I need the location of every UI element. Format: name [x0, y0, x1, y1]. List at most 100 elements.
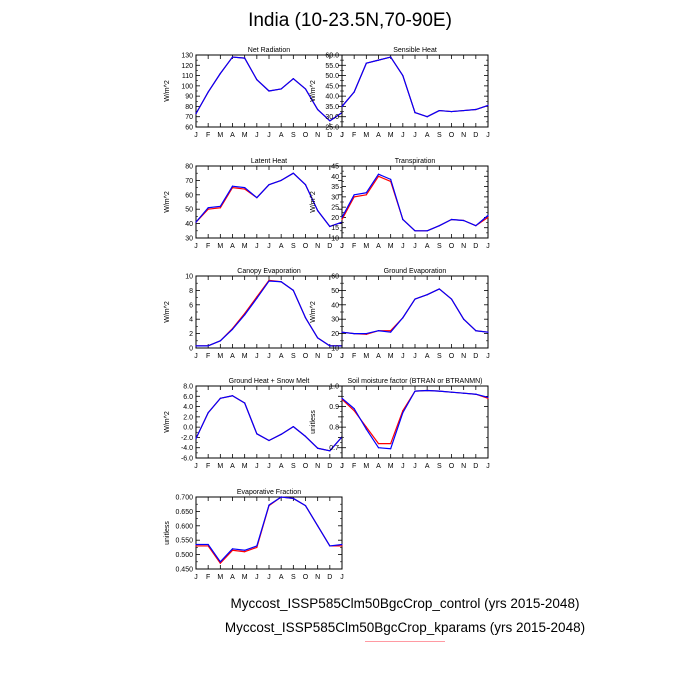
- y-axis-label: W/m^2: [164, 411, 171, 433]
- y-tick-label: 70: [185, 114, 193, 121]
- chart-title: Soil moisture factor (BTRAN or BTRANMN): [348, 378, 483, 385]
- x-tick-label: N: [315, 353, 320, 360]
- data-point-control: [341, 545, 343, 547]
- y-tick-label: 25: [331, 205, 339, 212]
- data-point-kparams: [426, 389, 428, 392]
- chart-panel-1: Sensible Heat W/m^2 25.0 30.0 35.0 40.0 45.0 50…: [310, 47, 490, 139]
- y-tick-label: 0.500: [175, 552, 193, 559]
- data-point-kparams: [365, 192, 367, 194]
- chart-title: Sensible Heat: [393, 47, 437, 54]
- y-tick-label: 4.0: [183, 404, 193, 411]
- chart-title: Canopy Evaporation: [237, 268, 301, 275]
- y-axis-label: W/m^2: [310, 191, 317, 213]
- x-tick-label: O: [303, 574, 309, 581]
- plot-frame: [341, 165, 489, 239]
- data-point-kparams: [487, 396, 489, 398]
- x-tick-label: A: [230, 463, 235, 470]
- y-tick-label: 10: [185, 274, 193, 281]
- data-point-kparams: [219, 397, 221, 399]
- data-point-kparams: [438, 225, 440, 227]
- legend-entry-kparams: Myccost_ISSP585Clm50BgcCrop_kparams (yrs…: [224, 620, 586, 635]
- x-tick-label: S: [291, 574, 296, 581]
- x-tick-label: N: [315, 574, 320, 581]
- x-tick-label: O: [303, 463, 309, 470]
- x-tick-label: A: [279, 132, 284, 139]
- y-tick-label: 0.8: [329, 425, 339, 432]
- x-tick-label: A: [425, 132, 430, 139]
- plot-frame: [341, 385, 489, 459]
- x-tick-label: S: [437, 243, 442, 250]
- data-point-kparams: [292, 497, 294, 500]
- data-point-kparams: [195, 543, 197, 546]
- series-line-kparams: [341, 56, 489, 118]
- y-axis-label: W/m^2: [164, 80, 171, 102]
- y-tick-label: 60.0: [325, 53, 339, 60]
- y-tick-label: 35: [331, 184, 339, 191]
- y-tick-label: -4.0: [181, 445, 193, 452]
- x-tick-label: J: [486, 132, 490, 139]
- data-point-kparams: [341, 331, 343, 333]
- x-tick-label: J: [340, 353, 344, 360]
- data-point-kparams: [207, 412, 209, 414]
- chart-title: Latent Heat: [251, 158, 287, 165]
- series-line-kparams: [195, 172, 343, 228]
- x-tick-label: M: [217, 243, 223, 250]
- y-tick-label: 0.7: [329, 445, 339, 452]
- y-axis-label: unitless: [310, 410, 317, 434]
- data-point-kparams: [414, 230, 416, 232]
- x-tick-label: J: [267, 243, 271, 250]
- data-point-control: [377, 443, 380, 445]
- x-tick-label: N: [315, 132, 320, 139]
- x-tick-label: F: [206, 463, 210, 470]
- x-tick-label: M: [217, 353, 223, 360]
- data-point-kparams: [414, 298, 416, 300]
- data-point-kparams: [304, 184, 307, 186]
- data-point-kparams: [219, 205, 221, 207]
- x-tick-label: J: [486, 353, 490, 360]
- x-tick-label: D: [473, 243, 478, 250]
- y-tick-label: 15: [331, 225, 339, 232]
- x-tick-label: N: [461, 132, 466, 139]
- data-point-control: [256, 546, 258, 549]
- data-point-kparams: [365, 333, 367, 335]
- x-tick-label: J: [401, 463, 405, 470]
- data-point-kparams: [304, 435, 307, 437]
- data-point-control: [365, 194, 367, 196]
- y-tick-label: 60: [185, 125, 193, 132]
- x-tick-label: J: [194, 132, 198, 139]
- data-point-kparams: [231, 328, 234, 330]
- data-point-kparams: [256, 79, 258, 81]
- x-tick-label: J: [413, 243, 417, 250]
- data-point-kparams: [280, 496, 282, 498]
- data-point-kparams: [256, 433, 258, 435]
- x-tick-label: J: [340, 243, 344, 250]
- data-point-kparams: [377, 330, 380, 332]
- chart-title: Ground Evaporation: [384, 268, 447, 275]
- x-tick-label: J: [401, 243, 405, 250]
- chart-title: Evaporative Fraction: [237, 489, 301, 496]
- x-tick-label: A: [279, 463, 284, 470]
- y-tick-label: 40: [331, 302, 339, 309]
- data-point-kparams: [268, 184, 270, 186]
- data-point-kparams: [317, 447, 319, 449]
- x-tick-label: N: [461, 243, 466, 250]
- data-point-control: [341, 218, 343, 221]
- x-tick-label: S: [291, 353, 296, 360]
- data-point-kparams: [268, 439, 270, 442]
- series-line-kparams: [341, 173, 489, 232]
- x-tick-label: J: [401, 353, 405, 360]
- y-tick-label: 40: [331, 174, 339, 181]
- x-tick-label: J: [194, 353, 198, 360]
- data-point-kparams: [231, 395, 234, 397]
- page-title: India (10-23.5N,70-90E): [248, 10, 452, 31]
- x-tick-label: A: [425, 463, 430, 470]
- x-tick-label: M: [242, 353, 248, 360]
- data-point-kparams: [231, 548, 234, 550]
- series-line-control: [195, 395, 343, 452]
- data-point-control: [377, 175, 380, 177]
- y-tick-label: 30: [185, 236, 193, 243]
- data-point-kparams: [219, 561, 221, 563]
